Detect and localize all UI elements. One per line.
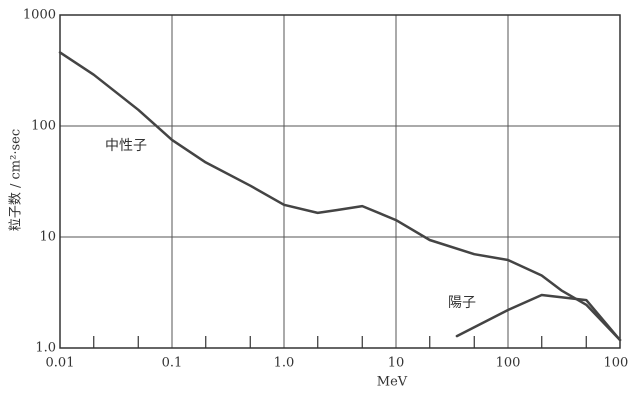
data-line [58,51,622,342]
series-label: 中性子 [105,138,147,154]
x-tick-label: 0.1 [162,356,183,371]
series-label: 陽子 [448,295,476,311]
y-axis-label: 粒子数 / cm²·sec [9,129,24,231]
plot-frame [59,14,621,349]
x-tick-label: 0.01 [46,356,75,371]
y-tick-label: 10 [39,230,56,245]
data-line [455,293,622,342]
x-tick-label: 10 [388,356,405,371]
x-axis-label: MeV [377,375,408,390]
y-tick-label: 1.0 [35,341,56,356]
x-tick-label: 1000 [603,356,629,371]
x-tick-label: 100 [496,356,521,371]
y-tick-label: 1000 [23,8,56,23]
y-tick-label: 100 [31,119,56,134]
x-tick-label: 1.0 [274,356,295,371]
